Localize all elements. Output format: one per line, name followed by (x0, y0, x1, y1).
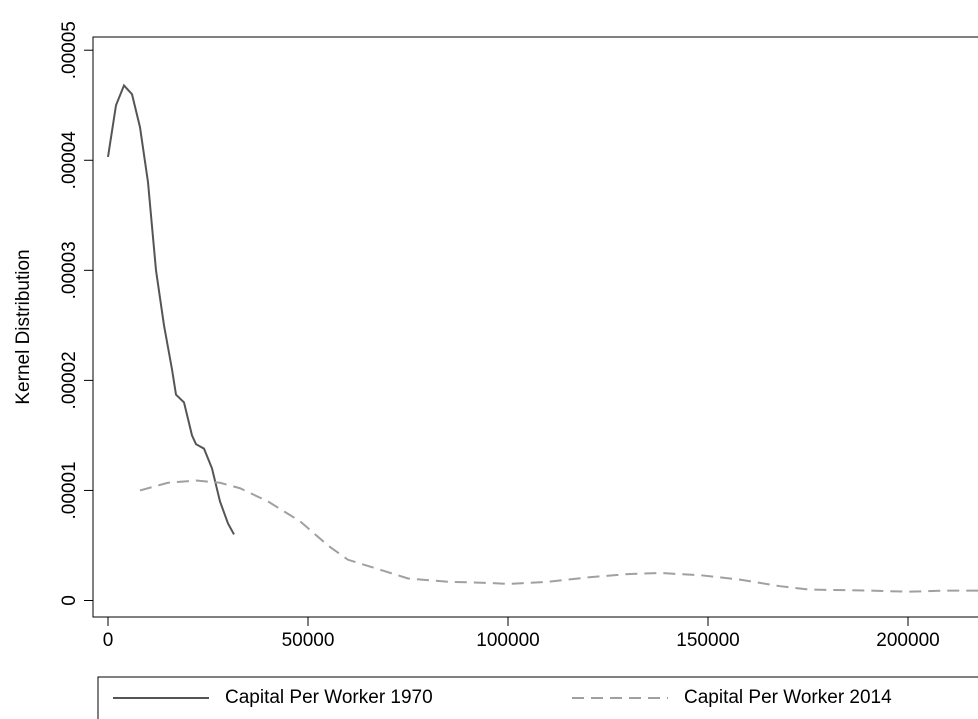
legend-box (97, 676, 978, 719)
y-axis-label: Kernel Distribution (13, 249, 34, 404)
x-tick-label: 200000 (876, 630, 939, 651)
x-tick-label: 0 (103, 630, 114, 651)
x-tick-label: 150000 (676, 630, 739, 651)
plot-frame (92, 36, 978, 618)
series-line (139, 479, 978, 593)
series-line (107, 83, 235, 535)
y-tick-label: .00005 (59, 21, 80, 79)
y-tick-label: .00002 (59, 351, 80, 409)
y-tick-label: .00003 (59, 241, 80, 299)
legend-label: Capital Per Worker 1970 (225, 687, 433, 708)
x-tick-label: 100000 (476, 630, 539, 651)
y-tick-label: .00001 (59, 461, 80, 519)
y-tick-label: .00004 (59, 131, 80, 190)
x-tick-label: 50000 (282, 630, 335, 651)
legend-label: Capital Per Worker 2014 (684, 687, 892, 708)
lines (107, 83, 978, 593)
y-tick-label: 0 (59, 595, 80, 606)
